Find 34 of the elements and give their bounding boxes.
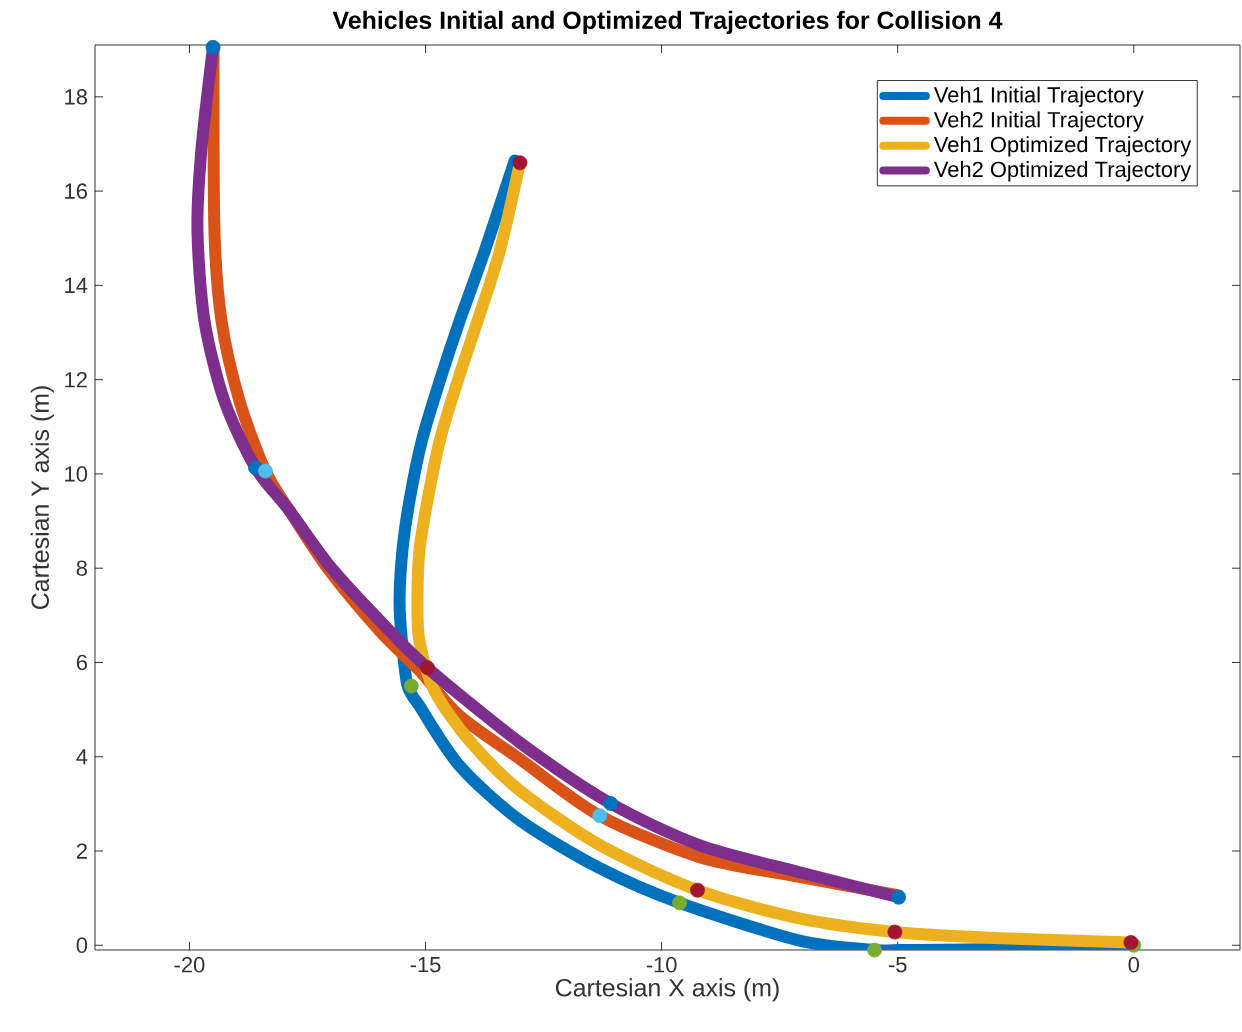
point — [258, 463, 273, 479]
point — [420, 660, 435, 676]
point — [592, 808, 608, 824]
legend-label: Veh1 Initial Trajectory — [933, 86, 1144, 107]
y-tick-label: 4 — [76, 749, 88, 765]
point — [867, 942, 882, 958]
legend-label: Veh2 Optimized Trajectory — [933, 161, 1192, 182]
x-tick-label: -15 — [410, 957, 441, 973]
y-tick-label: 12 — [65, 372, 87, 388]
y-tick-label: 10 — [65, 466, 88, 482]
x-tick-label: -5 — [888, 957, 907, 973]
legend-label: Veh1 Optimized Trajectory — [933, 136, 1192, 157]
legend-label: Veh2 Initial Trajectory — [933, 111, 1144, 132]
x-axis-title: Cartesian X axis (m) — [555, 978, 779, 1002]
point — [672, 895, 687, 911]
point — [603, 796, 619, 811]
point — [403, 678, 419, 694]
y-tick-label: 18 — [65, 89, 87, 105]
y-tick-label: 2 — [76, 843, 87, 859]
y-tick-label: 16 — [65, 183, 87, 199]
y-tick-label: 0 — [76, 937, 88, 954]
point — [690, 882, 705, 898]
point — [512, 155, 528, 171]
x-tick-label: 0 — [1128, 957, 1139, 973]
point — [887, 924, 903, 940]
y-tick-label: 14 — [65, 277, 88, 293]
y-tick-label: 8 — [76, 560, 87, 576]
x-tick-label: -20 — [174, 957, 205, 973]
y-tick-label: 6 — [76, 654, 87, 671]
point — [205, 39, 221, 55]
x-tick-label: -10 — [646, 957, 677, 973]
chart-title: Vehicles Initial and Optimized Trajectories for Collision 4 — [332, 10, 1003, 34]
point — [891, 889, 907, 905]
y-axis-title: Cartesian Y axis (m) — [30, 386, 54, 610]
